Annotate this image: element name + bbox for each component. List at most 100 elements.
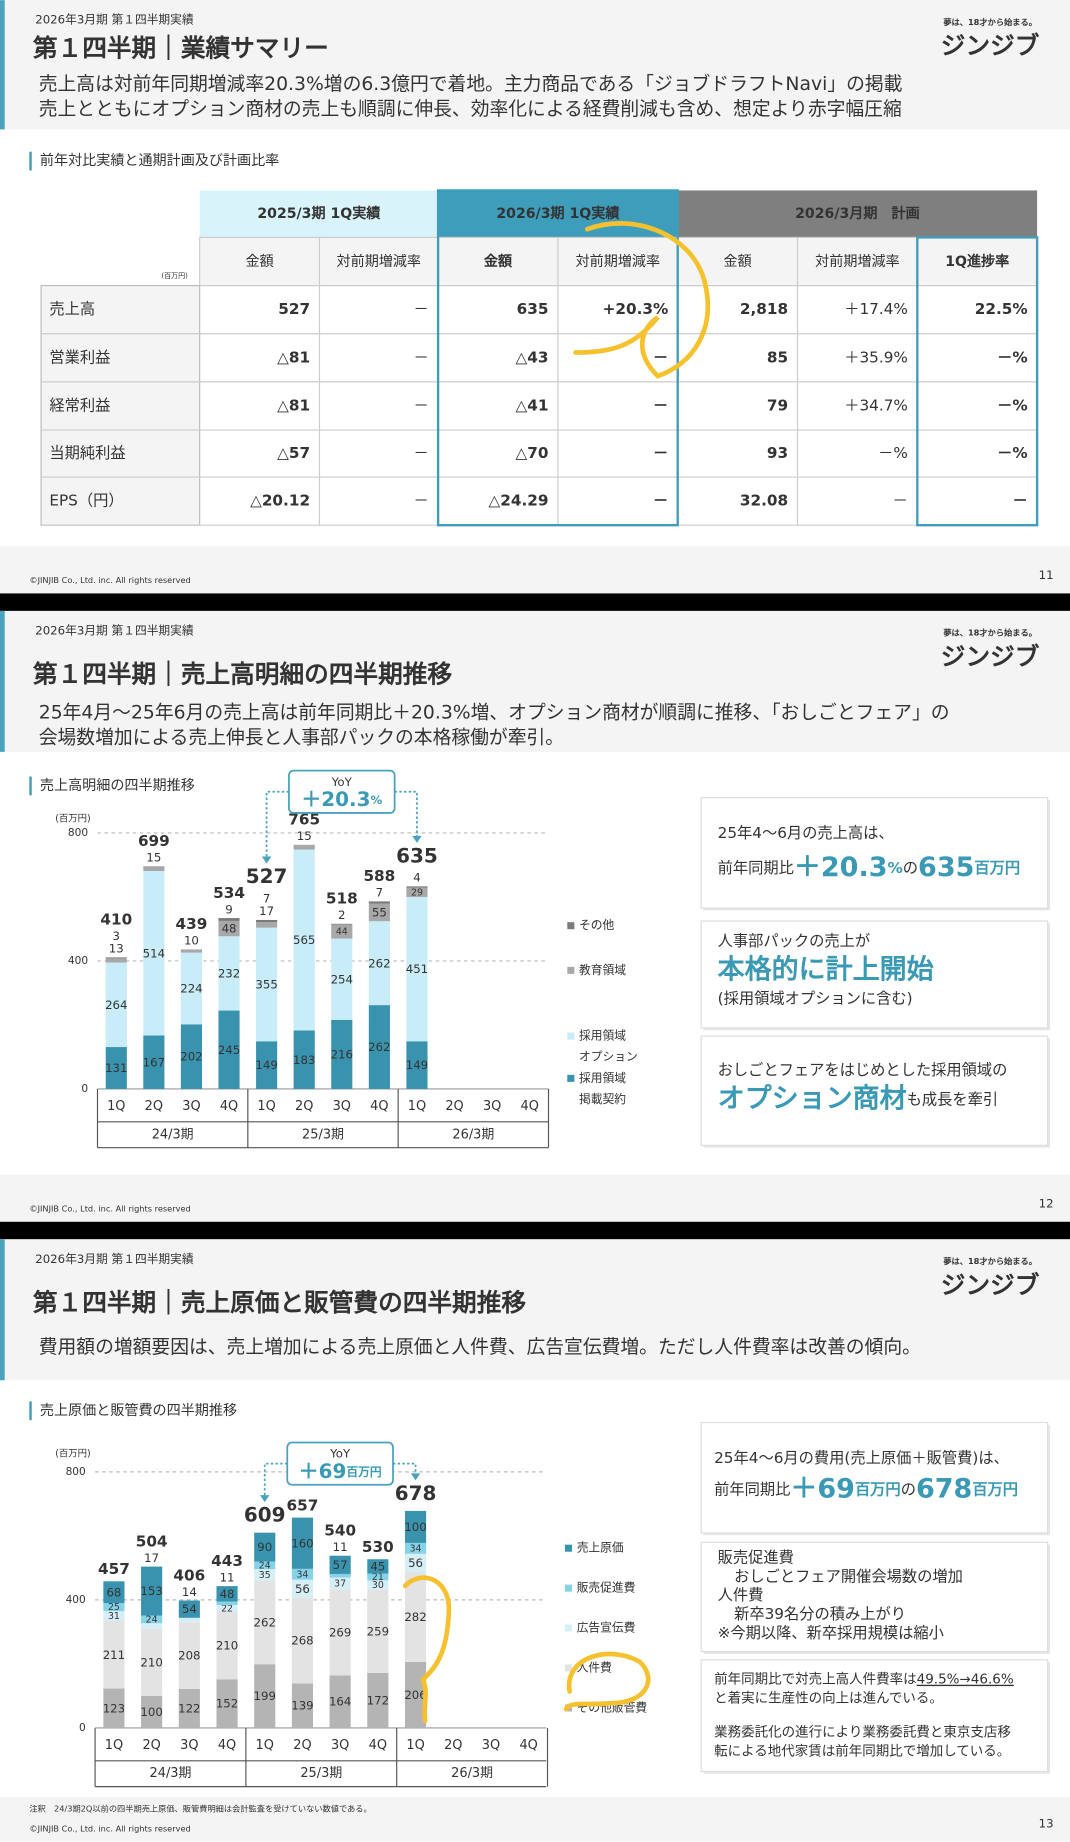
copyright: ©JINJIB Co., Ltd. inc. All rights reserv…: [29, 575, 190, 585]
bar-segment: [291, 1568, 314, 1580]
bar-segment: [141, 1623, 163, 1629]
segment-label: 202: [180, 1050, 202, 1064]
accent-bar: [0, 610, 5, 752]
x-tick-label: 1Q: [256, 1738, 274, 1753]
table-row-label: 営業利益: [49, 348, 110, 366]
bar-segment: [178, 1600, 200, 1618]
callout-span: 転による地代家賃は前年同期比で増加している。: [714, 1742, 1010, 1759]
segment-label: 56: [295, 1582, 310, 1596]
callout-span: %: [888, 859, 903, 877]
bar-segment: [293, 849, 315, 1031]
segment-label: 254: [331, 972, 353, 986]
callout-box: [700, 797, 1049, 909]
legend-label: その他: [579, 918, 614, 932]
yoy-value: ＋69百万円: [299, 1458, 382, 1482]
segment-label: 232: [218, 967, 240, 981]
bar-segment: [293, 1030, 315, 1089]
table-cell: △20.12: [250, 492, 310, 510]
total-label: 699: [138, 832, 170, 850]
segment-label: 100: [140, 1705, 162, 1719]
table-cell: ＋34.7%: [844, 396, 908, 414]
table-label-column: [40, 284, 201, 526]
segment-label: 30: [372, 1580, 384, 1591]
highlight-frame: [436, 189, 679, 527]
bar-segment: [103, 1621, 125, 1689]
axis-unit: (百万円): [55, 813, 90, 824]
callout-text: 25年4～6月の売上高は、: [718, 823, 894, 841]
segment-label: 100: [404, 1520, 426, 1534]
yoy-arrow: [392, 1462, 417, 1479]
annotation-stroke: [402, 1575, 452, 1724]
legend-swatch: [567, 1074, 575, 1082]
bar-segment: [180, 949, 203, 953]
y-tick-label: 400: [68, 955, 88, 967]
segment-label: 262: [254, 1615, 276, 1629]
bar-segment: [368, 921, 390, 1006]
table-row-label: 経常利益: [49, 396, 110, 414]
y-tick-label: 800: [66, 1466, 86, 1478]
table-column-header: 金額: [484, 253, 513, 270]
legend-swatch: [564, 1624, 572, 1632]
callout-span: 業務委託化の進行により業務委託費と東京支店移: [714, 1725, 1011, 1741]
bar-segment: [218, 1010, 240, 1089]
yoy-arrowhead: [260, 1495, 270, 1503]
segment-label: 210: [216, 1639, 238, 1653]
bar-segment: [141, 1695, 163, 1728]
x-tick-label: 1Q: [408, 1099, 426, 1114]
segment-label: 15: [146, 850, 161, 864]
x-tick-label: 2Q: [142, 1738, 160, 1753]
total-label: 678: [395, 1481, 437, 1505]
callout-span: の: [903, 859, 918, 877]
callout-span: 前年同期比: [714, 1480, 790, 1498]
callout-text: と着実に生産性の向上は進んでいる。: [714, 1690, 943, 1707]
y-tick-label: 400: [66, 1594, 86, 1606]
callout-span: 635: [918, 852, 974, 883]
x-group-label: 24/3期: [152, 1127, 194, 1142]
table-cell: －: [653, 444, 668, 462]
yoy-arrowhead: [410, 1473, 421, 1481]
callout-span: 25年4～6月の売上高は、: [718, 823, 894, 841]
summary-text: 会場数増加による売上伸長と人事部パックの本格稼働が牽引。: [39, 726, 564, 748]
bar-segment: [256, 922, 278, 928]
bar-segment: [143, 870, 165, 1036]
table-cell: 527: [278, 300, 310, 318]
total-label: 457: [98, 1560, 130, 1578]
bar-segment: [331, 924, 353, 939]
copyright: ©JINJIB Co., Ltd. inc. All rights reserv…: [29, 1203, 190, 1213]
logo: ジンジブ: [941, 31, 1040, 60]
logo-tagline: 夢は、18才から始まる。: [943, 17, 1037, 27]
bar-segment: [329, 1589, 351, 1676]
table-cell: －: [653, 492, 668, 510]
bar-segment: [178, 1622, 200, 1689]
logo: ジンジブ: [941, 1270, 1040, 1299]
table-cell: △57: [277, 444, 310, 462]
bar-segment: [368, 903, 390, 922]
table-cell: －: [413, 444, 428, 462]
callout-text: 人件費: [718, 1586, 764, 1604]
legend-swatch: [564, 1664, 572, 1672]
bar-segment: [216, 1605, 238, 1613]
x-tick-label: 3Q: [482, 1738, 500, 1753]
callout-span: ※今期以降、新卒採用規模は縮小: [718, 1623, 944, 1641]
bar-segment: [404, 1542, 427, 1554]
table-cell: －%: [997, 444, 1028, 462]
legend-swatch: [564, 1584, 572, 1592]
handwritten-annotation: [402, 221, 711, 1724]
page-number: 12: [1039, 1197, 1054, 1211]
segment-label: 31: [108, 1611, 120, 1622]
callout-span: 人事部パックの売上が: [718, 931, 871, 949]
total-label: 439: [176, 915, 208, 933]
bar-segment: [254, 1580, 276, 1665]
callout-span: 25年4～6月の費用(売上原価＋販管費)は、: [714, 1448, 1009, 1466]
bar-segment: [367, 1573, 389, 1581]
callout-text: オプション商材も成長を牽引: [718, 1083, 999, 1114]
callout-box: [700, 1421, 1049, 1534]
legend-swatch: [567, 1032, 575, 1040]
segment-label: 57: [333, 1558, 348, 1572]
bar-segment: [180, 1024, 203, 1089]
logo-tagline: 夢は、18才から始まる。: [943, 628, 1037, 638]
legend-label: 採用領域: [579, 1071, 626, 1085]
segment-label: 167: [143, 1055, 165, 1069]
x-tick-label: 3Q: [331, 1738, 349, 1753]
callout-box: [700, 1541, 1049, 1653]
